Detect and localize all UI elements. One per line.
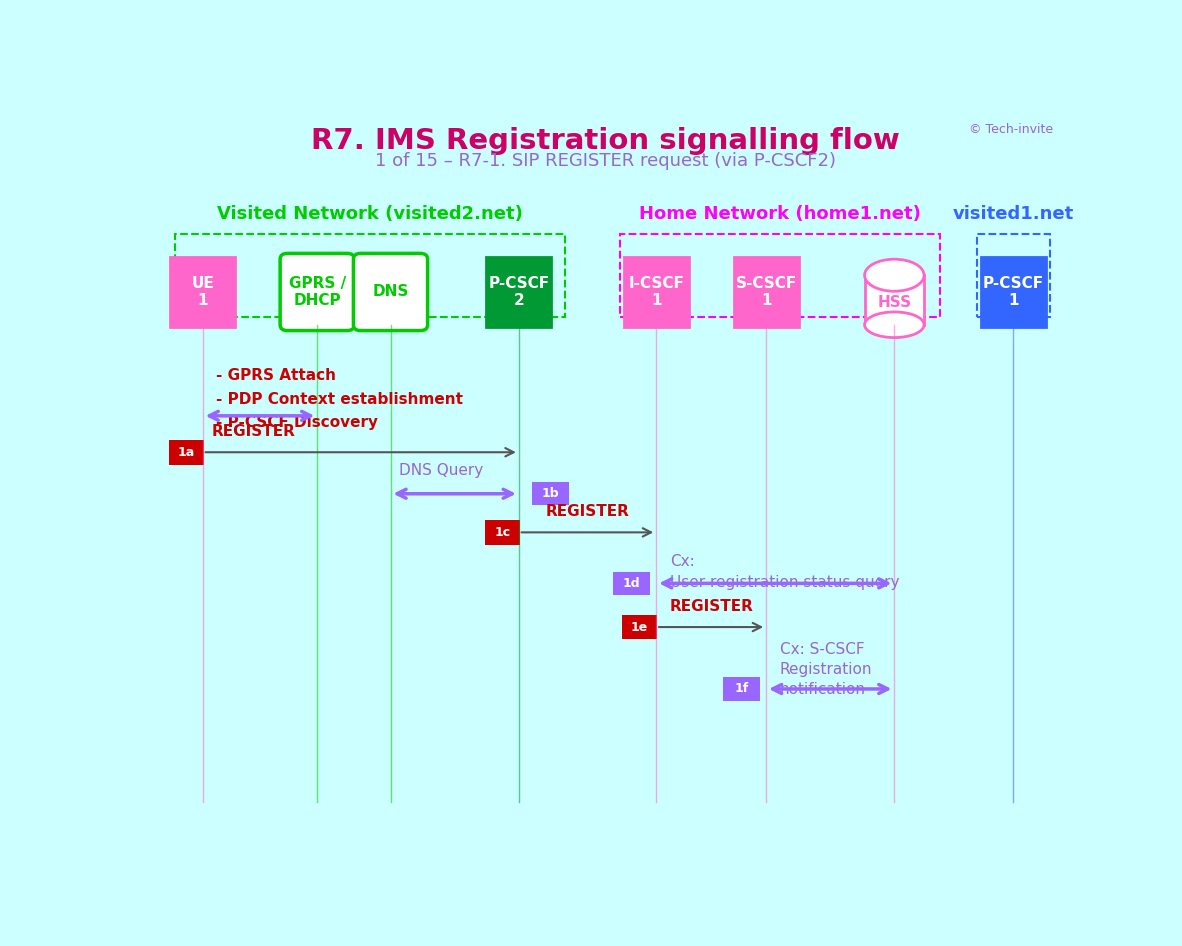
Text: P-CSCF
1: P-CSCF 1 xyxy=(983,276,1044,308)
FancyBboxPatch shape xyxy=(486,257,551,327)
Text: 1 of 15 – R7-1. SIP REGISTER request (via P-CSCF2): 1 of 15 – R7-1. SIP REGISTER request (vi… xyxy=(375,152,837,170)
Text: P-CSCF
2: P-CSCF 2 xyxy=(488,276,550,308)
Text: 1e: 1e xyxy=(631,621,648,634)
Text: HSS: HSS xyxy=(877,295,911,310)
Text: DNS Query: DNS Query xyxy=(398,463,483,478)
FancyBboxPatch shape xyxy=(353,254,428,330)
Text: © Tech-invite: © Tech-invite xyxy=(969,123,1053,136)
Ellipse shape xyxy=(864,259,924,291)
Text: 1b: 1b xyxy=(543,487,559,500)
FancyBboxPatch shape xyxy=(169,440,203,464)
Text: S-CSCF
1: S-CSCF 1 xyxy=(735,276,797,308)
FancyBboxPatch shape xyxy=(864,275,924,324)
FancyBboxPatch shape xyxy=(532,482,569,505)
FancyBboxPatch shape xyxy=(280,254,355,330)
Text: Home Network (home1.net): Home Network (home1.net) xyxy=(639,204,921,223)
Text: I-CSCF
1: I-CSCF 1 xyxy=(628,276,684,308)
FancyBboxPatch shape xyxy=(723,677,760,701)
FancyBboxPatch shape xyxy=(624,257,689,327)
Text: User registration status query: User registration status query xyxy=(670,574,900,589)
Text: UE
1: UE 1 xyxy=(191,276,214,308)
FancyBboxPatch shape xyxy=(170,257,235,327)
Text: Cx: S-CSCF: Cx: S-CSCF xyxy=(780,641,864,657)
Text: visited1.net: visited1.net xyxy=(953,204,1074,223)
Text: REGISTER: REGISTER xyxy=(669,599,753,614)
Text: - PDP Context establishment: - PDP Context establishment xyxy=(216,392,463,407)
Text: 1f: 1f xyxy=(734,682,748,695)
Text: - P-CSCF Discovery: - P-CSCF Discovery xyxy=(216,415,378,430)
FancyBboxPatch shape xyxy=(981,257,1046,327)
Text: R7. IMS Registration signalling flow: R7. IMS Registration signalling flow xyxy=(311,127,901,155)
Ellipse shape xyxy=(864,312,924,338)
Text: notification: notification xyxy=(780,682,866,697)
Text: DNS: DNS xyxy=(372,285,409,300)
Text: REGISTER: REGISTER xyxy=(546,504,629,519)
Text: 1a: 1a xyxy=(177,446,195,459)
Text: Cx:: Cx: xyxy=(670,554,695,569)
FancyBboxPatch shape xyxy=(622,615,657,639)
FancyBboxPatch shape xyxy=(613,571,650,595)
Text: Registration: Registration xyxy=(780,662,872,677)
FancyBboxPatch shape xyxy=(485,520,520,545)
FancyBboxPatch shape xyxy=(734,257,799,327)
Text: - GPRS Attach: - GPRS Attach xyxy=(216,368,337,383)
Text: 1c: 1c xyxy=(494,526,511,539)
Text: Visited Network (visited2.net): Visited Network (visited2.net) xyxy=(217,204,522,223)
Text: 1d: 1d xyxy=(623,577,641,590)
Text: REGISTER: REGISTER xyxy=(212,424,296,439)
Text: GPRS /
DHCP: GPRS / DHCP xyxy=(288,276,346,308)
